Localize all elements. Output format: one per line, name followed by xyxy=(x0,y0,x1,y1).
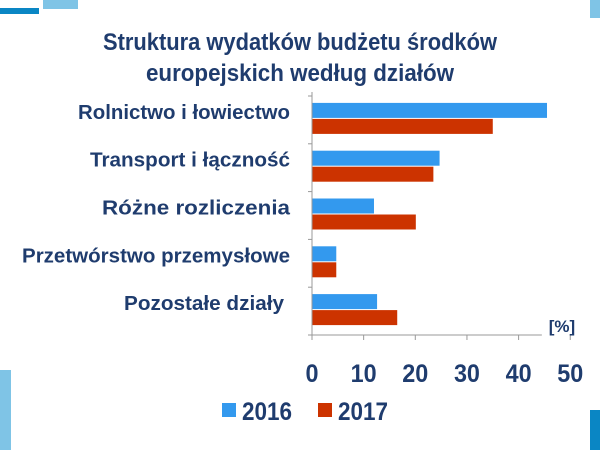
bar-2016 xyxy=(312,246,337,262)
decor-bar-top-right xyxy=(590,0,600,18)
category-label: Różne rozliczenia xyxy=(102,198,291,220)
legend-swatch-2017 xyxy=(318,403,332,417)
legend-label-2016: 2016 xyxy=(242,398,292,426)
bar-2017 xyxy=(312,166,434,182)
bar-2017 xyxy=(312,118,493,134)
x-tick-label: 40 xyxy=(506,360,532,388)
chart-title-line-2: europejskich według działów xyxy=(146,60,454,87)
decor-bar-top-left-light xyxy=(43,0,78,9)
category-label: Pozostałe działy xyxy=(124,293,285,315)
x-tick-label: 50 xyxy=(557,360,583,388)
x-axis-unit-label: [%] xyxy=(549,317,575,336)
category-label: Przetwórstwo przemysłowe xyxy=(22,245,290,267)
legend: 2016 2017 xyxy=(222,398,388,426)
x-tick-label: 0 xyxy=(306,360,319,388)
bar-2016 xyxy=(312,150,440,166)
bar-2016 xyxy=(312,102,548,118)
x-tick-label: 10 xyxy=(351,360,377,388)
decor-bar-top-left-dark xyxy=(0,8,39,14)
decor-bar-bottom-left xyxy=(0,370,11,450)
bar-2016 xyxy=(312,294,378,310)
chart-title-line-1: Struktura wydatków budżetu środków xyxy=(103,29,497,56)
bar-2017 xyxy=(312,310,398,326)
x-tick-label: 20 xyxy=(402,360,428,388)
category-label: Transport i łączność xyxy=(90,150,290,172)
legend-swatch-2016 xyxy=(222,403,236,417)
x-tick-label: 30 xyxy=(454,360,480,388)
bar-2017 xyxy=(312,214,416,230)
decor-bar-bottom-right xyxy=(590,410,600,450)
bar-2017 xyxy=(312,262,337,278)
bar-2016 xyxy=(312,198,374,214)
category-label: Rolnictwo i łowiectwo xyxy=(78,102,290,124)
legend-label-2017: 2017 xyxy=(338,398,388,426)
